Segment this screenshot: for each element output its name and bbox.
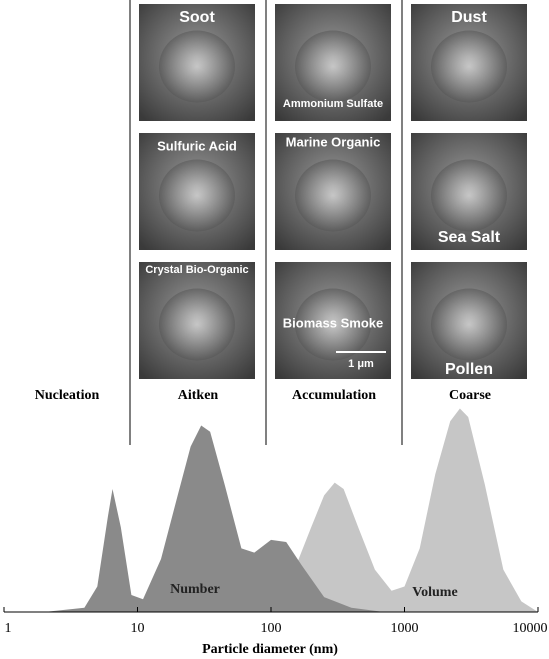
micrograph-particle <box>431 30 507 103</box>
x-tick-label: 100 <box>261 621 282 636</box>
scale-label: 1 μm <box>348 358 374 370</box>
panel-label: Crystal Bio-Organic <box>145 264 248 276</box>
micrograph-particle <box>159 30 235 103</box>
area <box>177 408 538 612</box>
micrograph-particle <box>159 159 235 232</box>
micrograph-particle <box>159 288 235 361</box>
panel-label: Ammonium Sulfate <box>283 98 383 110</box>
micrograph-particle <box>295 288 371 361</box>
panel-label: Pollen <box>445 361 493 378</box>
mode-label: Aitken <box>178 388 219 403</box>
micrograph-particle <box>431 288 507 361</box>
series-label: Number <box>170 582 220 597</box>
area <box>44 425 384 612</box>
panel-label: Biomass Smoke <box>283 315 383 330</box>
series-label: Volume <box>412 585 457 600</box>
panel-label: Soot <box>179 9 215 26</box>
x-axis-label: Particle diameter (nm) <box>202 642 338 657</box>
panel-label: Marine Organic <box>286 134 381 149</box>
micrograph-particle <box>295 30 371 103</box>
mode-label: Accumulation <box>292 388 376 403</box>
mode-label: Coarse <box>449 388 491 403</box>
x-tick-label: 10000 <box>513 621 548 636</box>
panel-label: Dust <box>451 9 487 26</box>
x-tick-label: 1 <box>5 621 12 636</box>
panel-label: Sea Salt <box>438 229 501 246</box>
panel-label: Sulfuric Acid <box>157 138 237 153</box>
mode-label: Nucleation <box>35 388 100 403</box>
micrograph-particle <box>431 159 507 232</box>
x-tick-label: 1000 <box>391 621 419 636</box>
x-tick-label: 10 <box>131 621 145 636</box>
micrograph-particle <box>295 159 371 232</box>
